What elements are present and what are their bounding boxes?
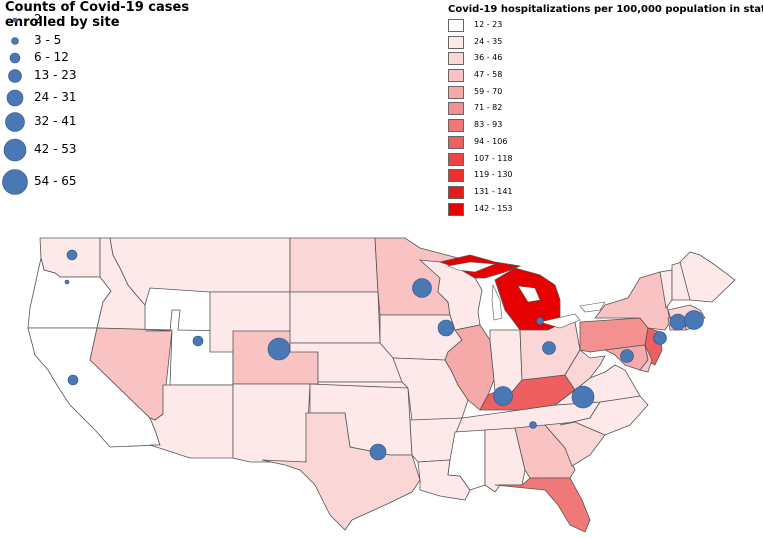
state-nc (559, 395, 649, 436)
site-marker-tn (493, 386, 513, 406)
state-me (679, 251, 736, 303)
color-legend-swatch (448, 69, 464, 83)
lake-shape (491, 284, 503, 321)
color-legend-swatch (448, 35, 464, 49)
color-legend-label: 142 - 153 (474, 203, 513, 213)
site-marker-ga (529, 421, 537, 429)
size-legend-label: 42 - 53 (34, 142, 77, 156)
site-marker-ca (67, 374, 79, 386)
size-legend-symbol (2, 169, 28, 195)
site-marker-or (64, 279, 70, 285)
state-nd (289, 237, 379, 293)
site-marker-mi (536, 317, 544, 325)
state-sd (289, 291, 381, 344)
state-in (489, 329, 523, 393)
site-markers-layer (64, 249, 704, 461)
size-legend-label: 32 - 41 (34, 114, 77, 128)
color-legend-swatch (448, 185, 464, 199)
color-legend-label: 47 - 58 (474, 70, 503, 80)
color-legend-label: 12 - 23 (474, 20, 503, 29)
state-de (639, 344, 653, 373)
size-legend-symbol (9, 52, 21, 64)
size-legend-label: 13 - 23 (34, 68, 77, 82)
color-legend-swatch (448, 52, 464, 66)
size-legend-label: 3 - 5 (34, 33, 62, 47)
color-legend-swatch (448, 202, 464, 216)
states-layer (27, 237, 736, 533)
size-legend-label: 24 - 31 (34, 90, 77, 104)
size-legend-label: 54 - 65 (34, 174, 77, 188)
color-legend-label: 24 - 35 (474, 36, 503, 46)
site-marker-ut (192, 335, 204, 347)
color-legend-label: 71 - 82 (474, 103, 503, 113)
size-legend-symbol (6, 89, 24, 107)
size-legend-symbol (3, 138, 27, 162)
site-marker-nc (571, 385, 595, 409)
color-legend-label: 36 - 46 (474, 53, 503, 63)
size-legend-symbol (8, 69, 22, 83)
state-mi (438, 254, 561, 331)
lake-shape (579, 301, 606, 313)
color-legend-label: 131 - 141 (474, 186, 513, 196)
color-legend-swatch (448, 169, 464, 183)
size-legend-label: 6 - 12 (34, 50, 69, 64)
size-legend-symbol (12, 17, 18, 23)
color-legend-label: 59 - 70 (474, 86, 503, 96)
site-count-legend: Counts of Covid-19 cases enrolled by sit… (0, 0, 240, 210)
lake-shape (538, 313, 581, 329)
color-legend-swatch (448, 152, 464, 166)
site-marker-oh (542, 341, 556, 355)
color-legend-swatch (448, 119, 464, 133)
lake-shape (517, 285, 541, 303)
site-marker-wa (66, 249, 78, 261)
site-marker-ma (684, 310, 704, 330)
size-legend-label: 2 (34, 12, 42, 26)
site-marker-ia (437, 319, 455, 337)
color-legend-swatch (448, 102, 464, 116)
site-marker-tx (369, 443, 387, 461)
site-marker-nj (653, 331, 667, 345)
site-count-legend-title: Counts of Covid-19 cases enrolled by sit… (5, 0, 190, 30)
color-legend-label: 107 - 118 (474, 153, 513, 163)
site-marker-mn (412, 278, 432, 298)
color-legend-label: 83 - 93 (474, 120, 503, 130)
color-legend-label: 119 - 130 (474, 170, 513, 180)
color-legend-label: 94 - 106 (474, 136, 508, 146)
state-fl (494, 477, 591, 533)
site-marker-md (620, 349, 634, 363)
color-legend-swatch (448, 85, 464, 99)
color-legend-swatch (448, 135, 464, 149)
lake-shape (446, 261, 496, 273)
site-count-legend-symbols (2, 17, 28, 195)
state-nm (232, 383, 311, 463)
size-legend-symbol (5, 112, 25, 132)
state-ut (144, 309, 234, 386)
size-legend-symbol (11, 37, 19, 45)
site-marker-co (267, 337, 291, 361)
great-lakes (446, 261, 606, 329)
hospitalization-legend-title: Covid-19 hospitalizations per 100,000 po… (448, 4, 763, 15)
color-legend-swatch (448, 19, 464, 32)
site-marker-ny (669, 313, 687, 331)
